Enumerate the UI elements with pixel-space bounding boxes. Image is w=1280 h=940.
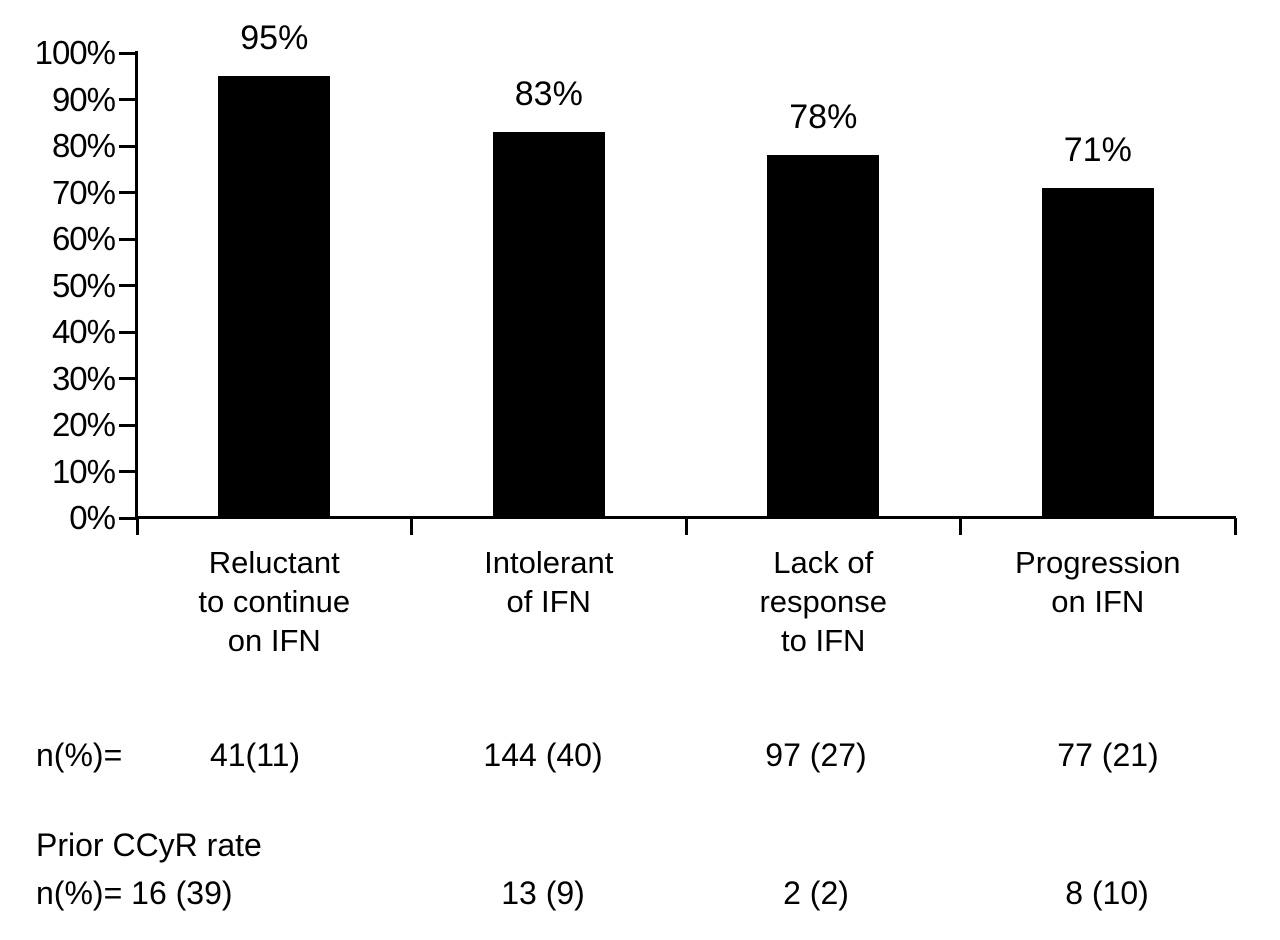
category-label-line: on IFN: [1051, 584, 1145, 619]
x-tick-mark: [684, 518, 688, 535]
bar: [492, 132, 605, 518]
category-label-line: Intolerant: [484, 545, 614, 580]
bar-value-label: 71%: [1063, 130, 1132, 169]
category-label: Progression on IFN: [961, 543, 1236, 621]
x-axis-line: [135, 516, 1236, 519]
bar-value-label: 83%: [514, 75, 583, 113]
category-label-line: Reluctant: [208, 545, 340, 580]
y-tick-mark: [119, 377, 138, 380]
x-tick-mark: [959, 518, 962, 535]
y-tick-label: 80%: [51, 127, 116, 164]
y-tick-label: 70%: [51, 173, 116, 211]
category-label-line: response: [759, 584, 888, 619]
y-tick-mark: [119, 470, 138, 473]
bar: [218, 76, 331, 518]
category-label-line: on IFN: [227, 623, 321, 658]
y-tick-mark: [119, 98, 138, 101]
y-tick-label: 40%: [51, 313, 116, 350]
n-pct-value: 41(11): [209, 737, 301, 773]
y-tick-label: 30%: [51, 359, 116, 397]
category-label-line: to continue: [198, 584, 351, 619]
prior-ccyr-n-pct-label: n(%)= 16 (39): [36, 875, 233, 911]
prior-ccyr-value: 2 (2): [783, 875, 849, 911]
x-tick-mark: [410, 518, 413, 535]
y-tick-mark: [119, 516, 138, 520]
y-tick-mark: [119, 423, 138, 427]
y-tick-label: 10%: [51, 452, 116, 490]
y-tick-label: 50%: [51, 266, 116, 304]
bar-value-label: 95%: [240, 19, 309, 58]
bar: [767, 155, 880, 518]
y-tick-mark: [119, 330, 138, 334]
n-pct-row-label: n(%)=: [36, 737, 123, 773]
y-tick-label: 60%: [51, 220, 116, 257]
n-pct-value: 97 (27): [765, 737, 867, 773]
category-label: Reluctant to continue on IFN: [137, 543, 412, 660]
x-tick-mark: [135, 518, 139, 535]
y-tick-label: 20%: [51, 406, 116, 443]
category-label-line: of IFN: [506, 584, 591, 619]
n-pct-value: 77 (21): [1057, 737, 1159, 773]
category-label-line: Progression: [1015, 545, 1181, 580]
category-label-line: to IFN: [781, 623, 866, 658]
bar: [1041, 187, 1154, 518]
prior-ccyr-rate-label: Prior CCyR rate: [36, 827, 262, 863]
y-tick-mark: [119, 237, 138, 241]
bar-value-label: 78%: [789, 98, 858, 137]
y-tick-mark: [119, 51, 138, 55]
category-label: Intolerant of IFN: [412, 543, 687, 621]
category-label-line: Lack of: [773, 545, 874, 580]
y-tick-mark: [119, 191, 138, 194]
n-pct-value: 144 (40): [483, 737, 603, 773]
y-tick-label: 100%: [34, 34, 116, 71]
prior-ccyr-value: 13 (9): [501, 875, 585, 911]
y-tick-mark: [119, 144, 138, 148]
prior-ccyr-value: 8 (10): [1065, 875, 1149, 911]
y-tick-label: 0%: [69, 499, 116, 536]
y-tick-mark: [119, 284, 138, 287]
x-tick-mark: [1233, 518, 1237, 535]
y-tick-label: 90%: [51, 80, 116, 118]
category-label: Lack of response to IFN: [686, 543, 961, 660]
